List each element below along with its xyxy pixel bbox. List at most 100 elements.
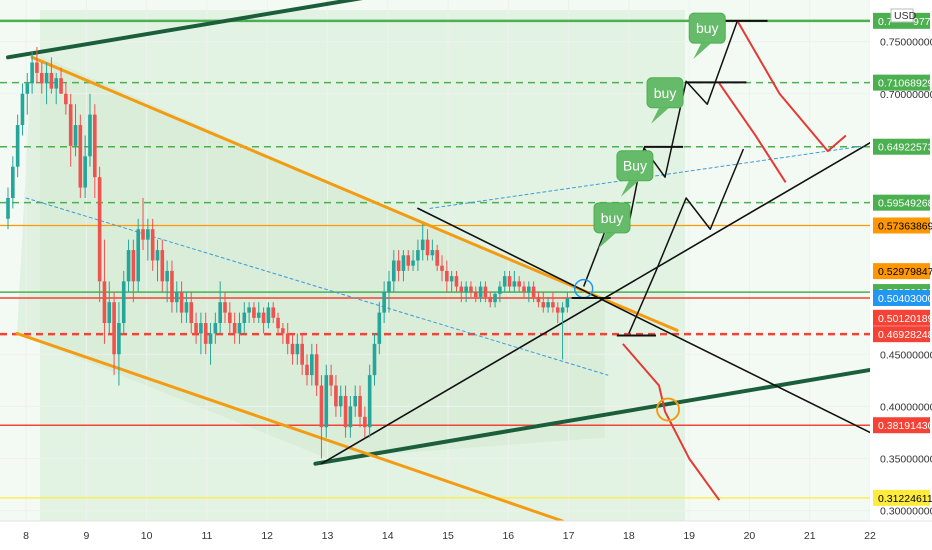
candle-body-31	[155, 250, 160, 261]
candle-body-11	[59, 78, 63, 94]
candle-body-2	[15, 125, 20, 167]
price-tag-bg-4	[873, 217, 930, 234]
candle-body-92	[449, 276, 454, 282]
candle-body-52	[256, 312, 261, 318]
y-tick-label-1: 0.70000000	[880, 89, 932, 101]
candle-body-88	[430, 250, 435, 256]
x-tick-label-13: 21	[804, 530, 816, 542]
candle-body-70	[343, 395, 348, 428]
x-tick-label-5: 13	[322, 530, 334, 542]
candle-body-68	[334, 385, 338, 407]
candle-body-91	[445, 270, 449, 282]
y-tick-label-3: 0.40000000	[880, 401, 932, 413]
buy-bubbles: buy buy Buy buy	[593, 12, 726, 249]
price-tag-label-1: 0.71068929	[878, 78, 932, 90]
candle-body-49	[242, 312, 247, 324]
candle-body-81	[396, 260, 401, 271]
price-tag-bg-1	[873, 74, 930, 91]
candle-body-17	[88, 114, 92, 157]
candle-body-77	[377, 312, 382, 344]
candle-body-75	[367, 375, 372, 428]
x-tick-label-4: 12	[261, 530, 273, 542]
orange-channel-bottom	[15, 331, 565, 523]
candle-body-28	[141, 229, 145, 240]
x-axis[interactable]: 8 9 10 11 12 13 14 15 16 17 18 19 20 21 22	[0, 520, 932, 550]
candle-body-42	[208, 333, 213, 344]
price-tag-bg-11	[873, 489, 930, 506]
x-tick-label-14: 22	[864, 530, 876, 542]
candle-body-86	[420, 239, 425, 251]
candle-body-59	[290, 343, 295, 355]
candle-body-74	[363, 416, 367, 428]
candle-body-54	[266, 307, 271, 324]
target-circle	[656, 397, 681, 422]
candle-body-108	[527, 286, 531, 292]
candle-body-96	[469, 286, 473, 292]
red-arrow-down	[622, 343, 721, 501]
candle-body-104	[507, 276, 512, 287]
price-tag-bg-7	[873, 290, 930, 307]
blue-dotted-down	[25, 197, 609, 376]
x-tick-label-8: 16	[502, 530, 514, 542]
candle-body-24	[121, 281, 126, 324]
candle-body-37	[184, 302, 189, 313]
black-downtrend	[417, 207, 871, 434]
candle-body-67	[329, 375, 333, 386]
candle-body-105	[512, 281, 517, 287]
candles	[6, 46, 570, 459]
red-arrow-2	[718, 82, 787, 183]
candle-body-76	[372, 343, 377, 376]
candle-body-55	[271, 307, 276, 318]
price-tag-label-0: 0.7	[878, 16, 893, 28]
x-tick-label-0: 8	[23, 530, 29, 542]
price-tag-label-5: 0.52979847	[878, 266, 932, 278]
candle-body-50	[247, 307, 251, 313]
price-tag-bg-8	[873, 309, 930, 326]
candle-body-10	[54, 78, 59, 89]
candle-body-16	[83, 156, 87, 188]
candle-body-100	[488, 296, 493, 303]
price-tag-label-2: 0.64922573	[878, 142, 932, 154]
candle-body-111	[541, 302, 546, 308]
candle-body-71	[348, 406, 353, 428]
price-tag-label-11: 0.31224611	[878, 493, 932, 505]
y-axis[interactable]: 0.75000000 0.70000000 0.45000000 0.40000000…	[870, 0, 932, 521]
x-tick-label-3: 11	[201, 530, 212, 542]
price-tag-bg-2	[873, 138, 930, 155]
buy-bubble-text-1: buy	[654, 85, 677, 101]
candle-body-33	[165, 270, 169, 282]
candle-body-48	[237, 323, 242, 334]
candle-body-25	[126, 250, 131, 282]
candle-body-85	[416, 250, 420, 261]
buy-bubble-text-2: Buy	[623, 158, 647, 174]
x-tick-label-9: 17	[563, 530, 575, 542]
candle-body-102	[498, 286, 502, 294]
price-tag-suffix-0: 977	[913, 16, 931, 28]
candle-body-40	[199, 323, 203, 334]
candle-body-98	[478, 286, 483, 297]
currency-label: USD	[894, 10, 917, 22]
candle-body-21	[107, 302, 112, 324]
y-tick-label-4: 0.35000000	[880, 453, 932, 465]
candle-body-0	[6, 197, 10, 219]
candle-body-80	[391, 260, 396, 282]
candle-body-43	[213, 323, 218, 334]
candle-body-1	[11, 166, 15, 198]
candle-body-5	[30, 62, 34, 84]
candle-body-38	[189, 302, 194, 324]
candle-body-13	[68, 104, 73, 146]
candle-body-66	[324, 375, 329, 428]
lower-dark-green-channel	[313, 367, 872, 466]
candle-body-45	[223, 302, 227, 313]
candle-body-19	[97, 177, 102, 282]
price-tag-bg-10	[873, 417, 930, 434]
candle-body-116	[565, 298, 570, 308]
candle-body-14	[73, 125, 78, 146]
buy-bubble-tail-3	[598, 232, 617, 249]
black-uptrend	[320, 141, 871, 465]
x-axis-panel	[0, 521, 932, 550]
buy-bubble-tail-0	[693, 43, 712, 60]
candle-body-30	[150, 229, 155, 261]
buy-bubble-tail-2	[620, 180, 639, 197]
